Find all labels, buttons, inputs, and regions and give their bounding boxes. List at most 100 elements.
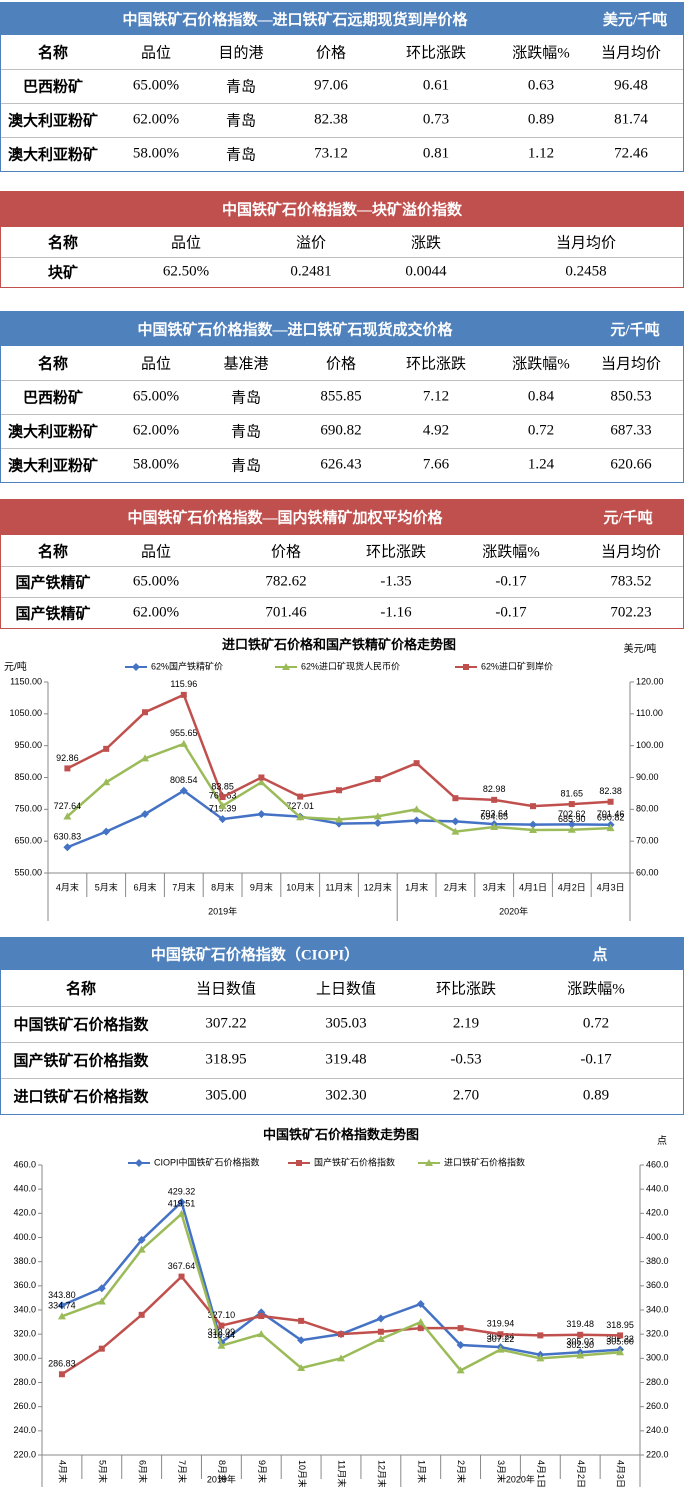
data-label: 334.74 xyxy=(48,1301,76,1311)
table-body: 名称 品位 价格 环比涨跌 涨跌幅% 当月均价 国产铁精矿 65.00% 782.62 -1.35… xyxy=(0,535,684,629)
table-cell: 7.66 xyxy=(422,456,450,473)
point xyxy=(412,805,421,813)
table-cell: 302.30 xyxy=(325,1087,367,1104)
table-cell: 中国铁矿石价格指数 xyxy=(13,1017,149,1034)
column-header: 溢价 xyxy=(295,235,327,252)
point xyxy=(98,1345,105,1352)
table-cell: -0.53 xyxy=(450,1051,482,1068)
y-tick-label: 460.0 xyxy=(13,1159,36,1169)
column-header: 品位 xyxy=(140,356,172,373)
point xyxy=(335,815,343,823)
data-label: 367.64 xyxy=(168,1261,196,1271)
column-header: 名称 xyxy=(65,981,97,998)
row-divider xyxy=(1,414,683,415)
table-title: 中国铁矿石价格指数—进口铁矿石远期现货到岸价格 xyxy=(122,12,468,28)
x-tick-label: 6月末 xyxy=(133,881,156,892)
column-header: 名称 xyxy=(37,45,69,62)
point xyxy=(141,754,149,762)
point xyxy=(102,827,111,836)
y2-tick-label: 80.00 xyxy=(636,804,659,814)
y-tick-label: 340.0 xyxy=(13,1304,36,1314)
column-header: 涨跌幅% xyxy=(512,356,570,373)
row-divider xyxy=(1,257,683,258)
point xyxy=(373,812,382,820)
y-tick-label: 240.0 xyxy=(13,1425,36,1435)
x-tick-label: 6月末 xyxy=(137,1460,148,1483)
table-cell: 7.12 xyxy=(422,388,450,405)
data-label: 115.96 xyxy=(170,679,197,689)
point xyxy=(567,820,576,829)
table-cell: 58.00% xyxy=(132,145,180,162)
x-tick-label: 10月末 xyxy=(297,1460,308,1487)
y2-tick-label: 300.0 xyxy=(646,1353,669,1363)
x-tick-label: 4月末 xyxy=(58,1460,69,1483)
x-tick-label: 4月2日 xyxy=(558,882,586,892)
x-tick-label: 8月末 xyxy=(211,881,234,892)
data-label: 419.51 xyxy=(168,1198,196,1208)
point xyxy=(567,825,576,833)
chart-title: 进口铁矿石价格和国产铁精矿价格走势图 xyxy=(222,637,456,652)
column-header: 当月均价 xyxy=(600,544,662,560)
table-cell: 73.12 xyxy=(314,145,348,162)
point xyxy=(97,1297,106,1305)
point xyxy=(141,810,149,819)
table-cell: 319.48 xyxy=(325,1051,367,1068)
table-cell: 澳大利亚粉矿 xyxy=(7,113,99,130)
point xyxy=(282,663,290,670)
table-cell: 0.2481 xyxy=(290,263,332,280)
point xyxy=(463,664,469,670)
table-cell: 1.12 xyxy=(527,145,555,162)
x-group-label: 2020年 xyxy=(506,1473,535,1484)
column-header: 涨跌 xyxy=(410,235,442,252)
y-tick-label: 220.0 xyxy=(13,1449,36,1459)
data-label: 302.30 xyxy=(566,1340,594,1350)
x-tick-label: 11月末 xyxy=(325,881,352,892)
table-cell: 青岛 xyxy=(225,113,257,130)
table-cell: 702.23 xyxy=(610,604,652,620)
point xyxy=(451,827,460,835)
table-cell: 0.72 xyxy=(582,1015,610,1032)
column-header: 品位 xyxy=(170,235,202,252)
data-label: 81.65 xyxy=(561,788,584,798)
table-cell: -1.35 xyxy=(380,573,412,589)
x-tick-label: 7月末 xyxy=(172,881,195,892)
table-cell: 96.48 xyxy=(614,77,648,94)
x-group-label: 2019年 xyxy=(208,905,237,916)
point xyxy=(63,812,72,820)
point xyxy=(412,816,421,825)
data-label: 685.90 xyxy=(558,814,586,824)
data-label: 702.62 xyxy=(558,809,586,819)
data-label: 343.80 xyxy=(48,1290,76,1300)
point xyxy=(335,819,343,828)
y2-tick-label: 70.00 xyxy=(636,836,659,846)
table-cell: 0.81 xyxy=(422,145,450,162)
table-unit: 点 xyxy=(592,947,608,963)
table-cell: 783.52 xyxy=(610,573,652,589)
x-tick-label: 4月2日 xyxy=(576,1460,586,1487)
table-title: 中国铁矿石价格指数—块矿溢价指数 xyxy=(221,202,463,219)
table-cell: 701.46 xyxy=(265,604,307,620)
point xyxy=(373,819,382,828)
y2-tick-label: 100.00 xyxy=(636,740,664,750)
data-label: 92.86 xyxy=(56,753,79,763)
table-title: 中国铁矿石价格指数（CIOPI） xyxy=(150,947,360,963)
point xyxy=(132,663,140,671)
column-header: 名称 xyxy=(47,235,79,252)
point xyxy=(336,787,342,794)
data-label: 955.65 xyxy=(170,728,198,738)
point xyxy=(496,1345,505,1353)
table-cell: 65.00% xyxy=(132,388,180,405)
data-label: 703.64 xyxy=(480,808,508,818)
table-cell: 0.84 xyxy=(527,388,555,405)
column-header: 品位 xyxy=(140,45,172,62)
table-body: 名称 品位 目的港 价格 环比涨跌 涨跌幅% 当月均价 巴西粉矿 65.00% 青岛 97.06 0.… xyxy=(0,35,684,172)
row-divider xyxy=(1,103,683,104)
point xyxy=(180,691,187,698)
column-header: 价格 xyxy=(315,45,347,62)
point xyxy=(606,824,615,832)
point xyxy=(338,1331,344,1338)
data-label: 318.95 xyxy=(606,1320,634,1330)
table-cell: 97.06 xyxy=(314,77,348,94)
